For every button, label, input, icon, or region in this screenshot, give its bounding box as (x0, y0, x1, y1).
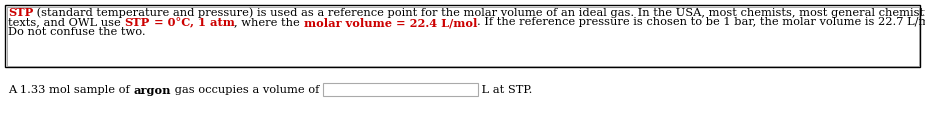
Text: argon: argon (133, 85, 171, 96)
Text: (standard temperature and pressure) is used as a reference point for the molar v: (standard temperature and pressure) is u… (33, 7, 925, 18)
Text: . If the reference pressure is chosen to be 1 bar, the molar volume is 22.7 L/mo: . If the reference pressure is chosen to… (477, 17, 925, 27)
Text: gas occupies a volume of: gas occupies a volume of (171, 85, 323, 95)
Text: texts, and OWL use: texts, and OWL use (8, 17, 124, 27)
Text: = 0°C, 1 atm: = 0°C, 1 atm (150, 17, 235, 28)
Bar (6, 6, 919, 65)
Text: STP: STP (124, 17, 150, 28)
Text: , where the: , where the (235, 17, 304, 27)
Text: Do not confuse the two.: Do not confuse the two. (8, 27, 145, 37)
Text: molar volume = 22.4 L/mol: molar volume = 22.4 L/mol (304, 17, 477, 28)
Bar (323, 83, 478, 96)
Text: A 1.33 mol sample of: A 1.33 mol sample of (8, 85, 133, 95)
Text: STP: STP (8, 7, 33, 18)
Bar (5, 5, 920, 67)
Text: L at STP.: L at STP. (478, 85, 532, 95)
